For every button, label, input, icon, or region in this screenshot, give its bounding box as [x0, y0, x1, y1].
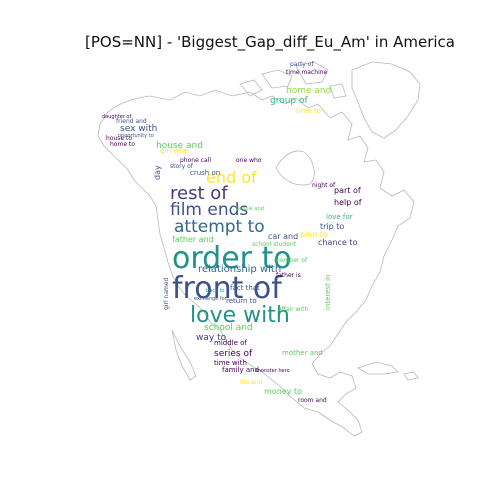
cloud-word: middle of: [214, 339, 247, 347]
cloud-word: life and: [240, 379, 263, 386]
cloud-word: people and: [236, 206, 264, 212]
cloud-word: one who: [236, 157, 262, 164]
cloud-word: night of: [312, 182, 336, 189]
cloud-word: father and: [172, 235, 214, 244]
cloud-word: rest of: [170, 183, 228, 204]
cloud-word: father is: [276, 272, 301, 279]
cloud-word: series of: [214, 349, 253, 359]
cloud-word: monster hero: [256, 368, 290, 374]
cloud-word: school student: [252, 241, 297, 248]
cloud-word: fact that: [230, 284, 260, 292]
cloud-word: group of: [270, 96, 309, 106]
cloud-word: mother and: [282, 349, 323, 357]
cloud-word: exchange for: [194, 296, 228, 302]
page-title: [POS=NN] - 'Biggest_Gap_diff_Eu_Am' in A…: [84, 33, 455, 51]
cloud-word: crush on: [190, 169, 220, 177]
cloud-word: time to: [296, 107, 321, 115]
cloud-word: front of: [172, 271, 283, 306]
cloud-word: plan to: [300, 230, 328, 239]
cloud-word: love with: [190, 303, 290, 328]
cloud-word: time with: [214, 359, 247, 367]
cloud-word: time machine: [286, 69, 328, 76]
cloud-word: room and: [298, 397, 327, 404]
cloud-word: girl who: [160, 147, 188, 155]
cloud-word: school and: [204, 323, 253, 333]
cloud-word: relationship with: [198, 264, 281, 275]
cloud-word: story of: [170, 163, 194, 170]
cloud-word: opportunity to: [118, 133, 154, 139]
cloud-word: order to: [172, 241, 292, 276]
cloud-word: house and: [156, 141, 203, 151]
cloud-word: party of: [290, 61, 314, 68]
cloud-word: end of: [206, 168, 257, 187]
cloud-word: return to: [226, 297, 257, 305]
cloud-word: attempt to: [174, 217, 265, 237]
cloud-word: car and: [268, 232, 298, 241]
cloud-word: part of: [334, 186, 361, 195]
cloud-word: love for: [326, 213, 353, 221]
cloud-word: back to: [206, 288, 225, 294]
cloud-word: member of: [274, 257, 308, 264]
cloud-word: trip to: [320, 222, 344, 231]
cloud-word: home to: [110, 141, 135, 148]
cloud-word: chance to: [318, 238, 357, 247]
cloud-word: daughter of: [102, 114, 131, 120]
coastline-outline: [97, 61, 421, 437]
cloud-word: interest in: [324, 275, 332, 310]
cloud-word: home and: [286, 86, 331, 96]
cloud-word: day: [153, 165, 162, 180]
cloud-word: help of: [334, 198, 362, 207]
cloud-word: sex with: [120, 124, 157, 134]
cloud-word: money to: [264, 387, 302, 396]
cloud-word: girl named: [163, 277, 170, 310]
cloud-word: house to: [106, 135, 132, 142]
cloud-word: film ends: [170, 200, 248, 220]
cloud-word: affair with: [278, 306, 308, 313]
cloud-word: phone call: [180, 157, 211, 164]
cloud-word: friend and: [116, 118, 147, 125]
cloud-word: family and: [222, 366, 259, 374]
cloud-word: way to: [196, 333, 227, 343]
